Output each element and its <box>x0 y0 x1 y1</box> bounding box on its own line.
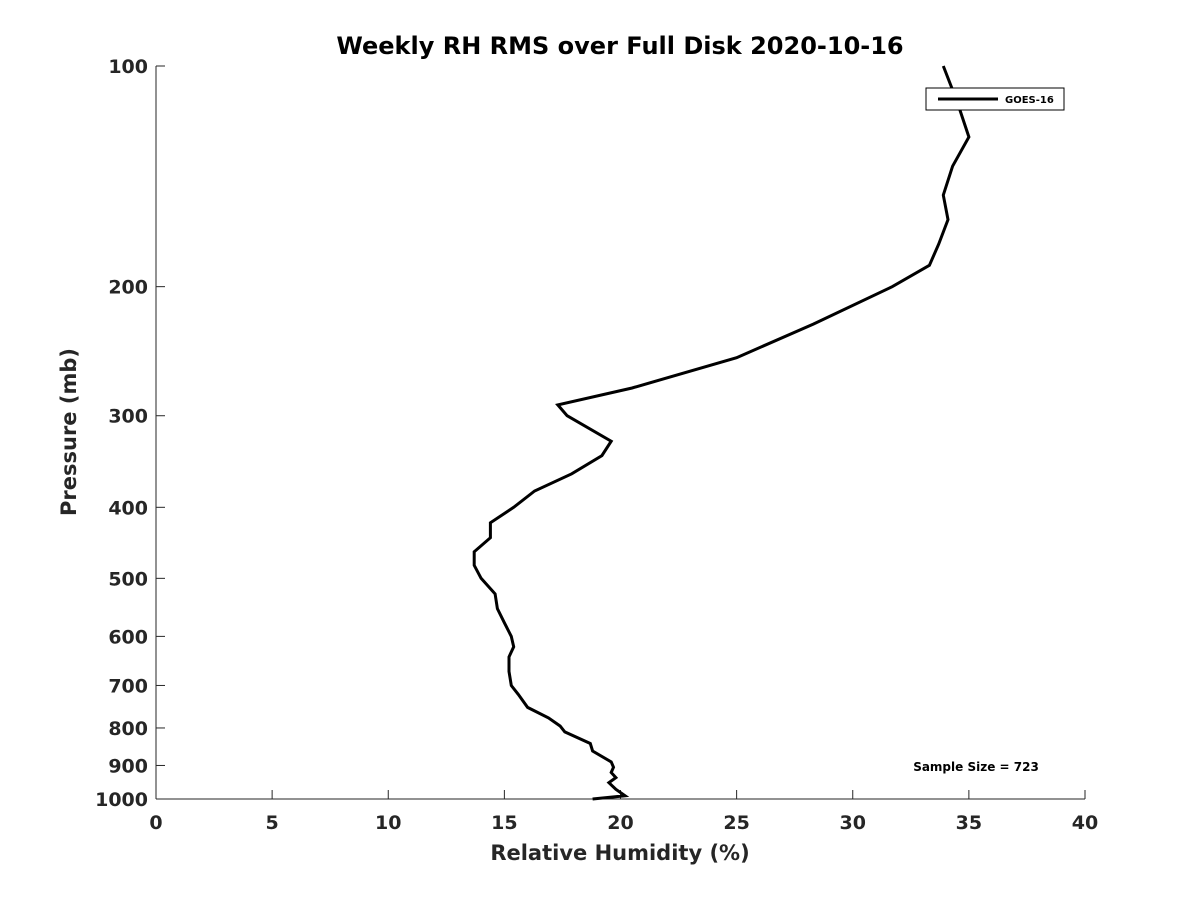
x-tick-label: 35 <box>956 812 982 834</box>
y-tick-label: 1000 <box>95 789 148 811</box>
y-tick-label: 700 <box>108 675 148 697</box>
x-tick-label: 10 <box>375 812 401 834</box>
y-tick-label: 600 <box>108 626 148 648</box>
y-tick-label: 500 <box>108 568 148 590</box>
y-tick-label: 900 <box>108 755 148 777</box>
x-tick-label: 20 <box>607 812 633 834</box>
y-tick-label: 400 <box>108 497 148 519</box>
legend: GOES-16 <box>925 87 1065 111</box>
x-tick-label: 15 <box>491 812 517 834</box>
legend-label-goes-16: GOES-16 <box>1005 95 1054 106</box>
y-tick-label: 200 <box>108 277 148 299</box>
y-ticks: 100 200 300 400 500 600 700 800 900 1000 <box>95 56 165 811</box>
x-tick-label: 40 <box>1072 812 1098 834</box>
y-tick-label: 100 <box>108 56 148 78</box>
x-tick-label: 30 <box>840 812 866 834</box>
series-layer <box>472 65 971 801</box>
x-tick-label: 5 <box>266 812 279 834</box>
y-axis-label: Pressure (mb) <box>57 348 81 516</box>
y-tick-label: 800 <box>108 718 148 740</box>
x-axis-label: Relative Humidity (%) <box>490 841 749 865</box>
y-tick-label: 300 <box>108 406 148 428</box>
x-tick-label: 0 <box>149 812 162 834</box>
sample-size-annotation: Sample Size = 723 <box>913 760 1039 774</box>
x-ticks: 0 5 10 15 20 25 30 35 40 <box>149 790 1098 834</box>
series-line-goes-16 <box>472 65 971 801</box>
chart-title: Weekly RH RMS over Full Disk 2020-10-16 <box>336 32 903 60</box>
x-tick-label: 25 <box>723 812 749 834</box>
